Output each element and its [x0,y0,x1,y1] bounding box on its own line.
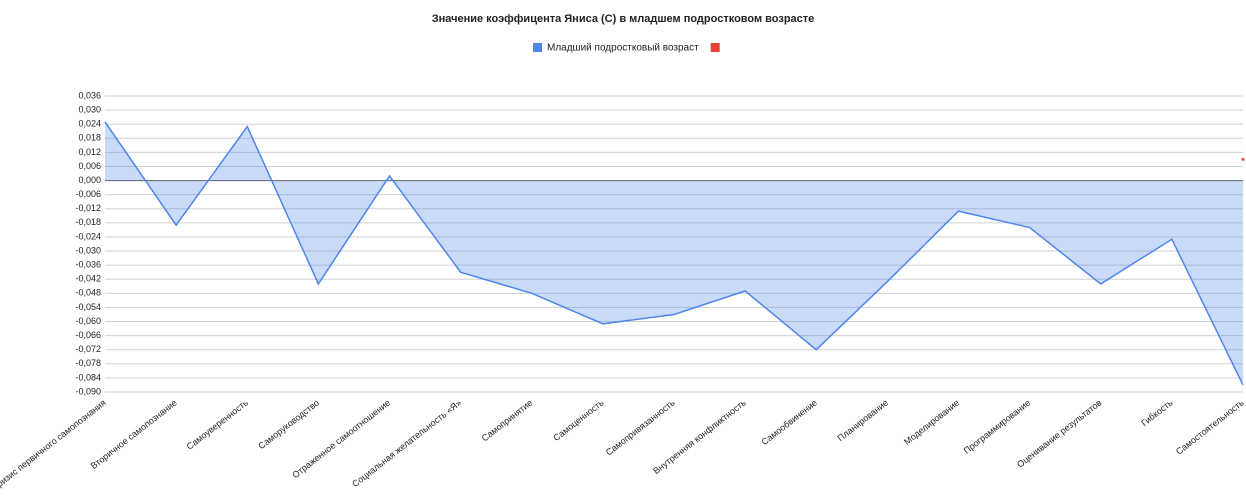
x-tick-label: Саморуководство [256,398,321,452]
y-tick-label: -0,006 [75,189,101,199]
y-tick-label: -0,060 [75,316,101,326]
x-tick-label: Самопривязанность [604,397,677,457]
y-tick-label: 0,024 [78,119,101,129]
legend-swatch [533,43,542,52]
y-tick-label: -0,024 [75,231,101,241]
y-tick-label: -0,036 [75,260,101,270]
point [1241,157,1245,161]
x-tick-label: Самостоятельность [1174,397,1246,456]
y-tick-label: -0,072 [75,344,101,354]
y-tick-label: -0,084 [75,372,101,382]
y-tick-label: -0,054 [75,302,101,312]
line [104,121,1244,386]
y-tick-label: 0,036 [78,90,101,100]
y-tick-label: -0,018 [75,217,101,227]
y-tick-label: 0,006 [78,161,101,171]
x-tick-label: Самообвинение [759,398,819,448]
legend-label: Младший подростковый возраст [547,43,699,54]
y-tick-label: 0,018 [78,133,101,143]
x-tick-label: Планирование [835,398,890,444]
chart-title: Значение коэффицента Яниса (С) в младшем… [432,13,815,25]
x-tick-label: Самоуверенность [185,397,251,451]
x-tick-label: Кризис первичного самопознания [0,397,108,492]
legend-swatch [710,43,720,52]
y-tick-label: 0,030 [78,104,101,114]
y-tick-label: -0,048 [75,288,101,298]
y-tick-label: 0,012 [78,147,101,157]
x-tick-label: Самоценность [551,397,606,443]
y-tick-label: -0,090 [75,386,101,396]
x-tick-label: Гибкость [1139,397,1174,428]
y-tick-label: -0,078 [75,358,101,368]
y-tick-label: 0,000 [78,175,101,185]
y-tick-label: -0,066 [75,330,101,340]
y-tick-label: -0,012 [75,203,101,213]
x-tick-label: Моделирование [902,398,961,447]
y-tick-label: -0,030 [75,245,101,255]
y-tick-label: -0,042 [75,274,101,284]
x-tick-label: Самопринятие [480,398,535,444]
area [105,121,1243,385]
x-tick-label: Программирование [962,398,1033,456]
